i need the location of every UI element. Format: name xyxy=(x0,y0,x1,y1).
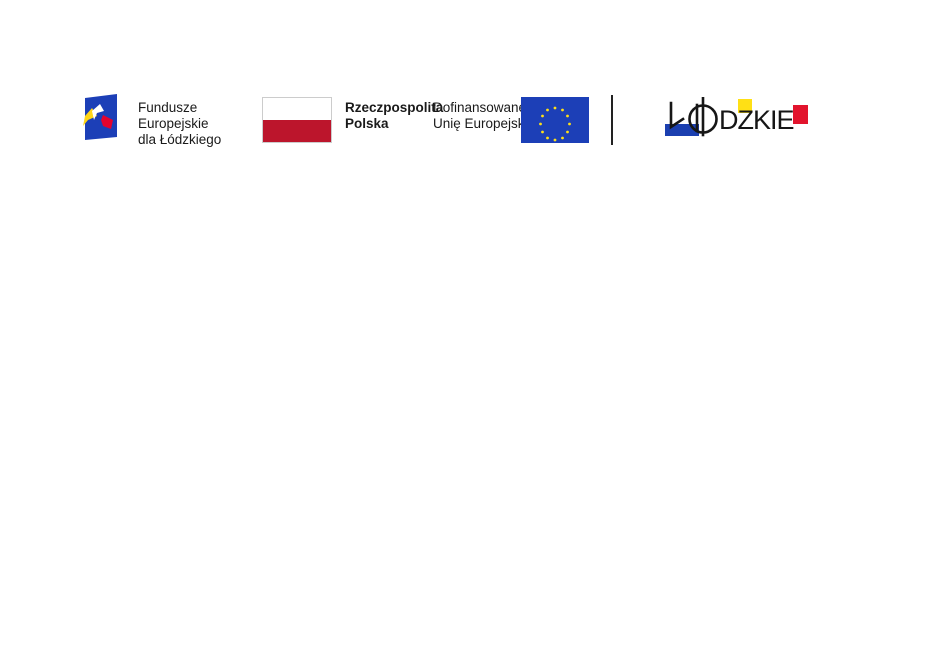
svg-text:DZKIE: DZKIE xyxy=(719,105,794,135)
